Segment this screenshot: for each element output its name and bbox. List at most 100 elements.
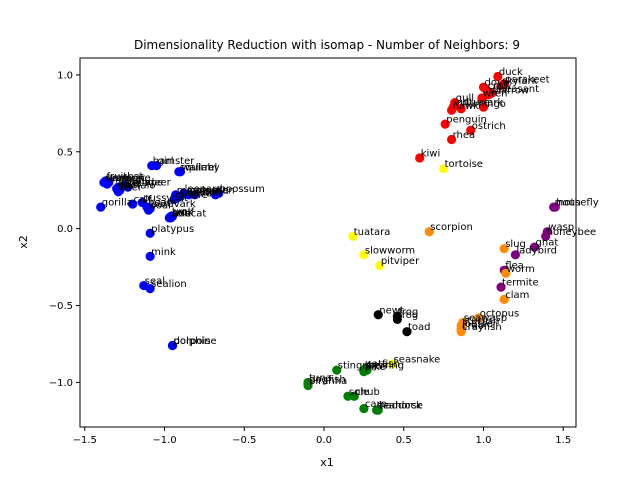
x-tick-label: −1.5	[73, 435, 97, 446]
scatter-point	[477, 93, 487, 103]
scatter-point	[478, 102, 489, 112]
point-label: wren	[483, 88, 508, 99]
x-tick-label: 1.5	[555, 435, 571, 446]
point-label: frog	[398, 307, 418, 318]
scatter-point	[447, 134, 457, 145]
scatter-point	[402, 327, 412, 337]
scatter-point	[100, 177, 111, 188]
point-label: squirrel	[180, 162, 217, 173]
scatter-point	[424, 227, 434, 237]
point-label: slowworm	[365, 245, 415, 256]
point-label: mink	[151, 247, 176, 258]
scatter-point	[179, 188, 189, 198]
scatter-point	[145, 228, 155, 238]
point-label: raccoon	[105, 173, 145, 184]
point-label: elephant	[178, 188, 222, 199]
x-axis: −1.5 −1.0 −0.5 0.0 0.5 1.0 1.5	[73, 427, 571, 446]
point-label: gorilla	[102, 198, 133, 209]
point-label: kiwi	[421, 148, 441, 159]
scatter-point	[167, 340, 178, 351]
point-label: rhea	[453, 130, 476, 141]
point-label: piranha	[309, 376, 347, 387]
point-label: flamingo	[462, 99, 506, 110]
y-axis-label: x2	[17, 235, 30, 249]
point-label: mongoose	[177, 185, 229, 196]
point-label: reindeer	[129, 178, 172, 189]
scatter-point	[474, 313, 484, 323]
x-tick-label: −0.5	[232, 435, 256, 446]
point-label: clam	[505, 290, 529, 301]
point-label: dogfish	[309, 374, 346, 385]
y-tick-label: 0.0	[57, 224, 73, 235]
point-label: sparrow	[489, 85, 529, 96]
point-label: platypus	[151, 224, 194, 235]
y-tick-label: −0.5	[49, 301, 73, 312]
point-label: lion	[217, 185, 235, 196]
point-label: herring	[368, 361, 404, 372]
point-label: tuna	[309, 373, 332, 384]
point-label: sealion	[151, 279, 187, 290]
point-label: parakeet	[505, 75, 549, 86]
point-label: seahorse	[378, 401, 423, 412]
point-label: worm	[507, 264, 535, 275]
scatter-point	[372, 405, 382, 415]
scatter-point	[143, 205, 154, 215]
point-label: aardvark	[151, 199, 196, 210]
point-label: polecat	[189, 185, 226, 196]
point-label: seal	[145, 276, 165, 287]
scatter-point	[359, 403, 369, 414]
scatter-point	[359, 367, 369, 377]
y-tick-label: −1.0	[49, 378, 73, 389]
scatter-point	[145, 251, 155, 261]
scatter-point	[145, 284, 155, 294]
point-label: stingray	[338, 361, 379, 372]
point-label: calf	[134, 195, 152, 206]
point-label: carp	[365, 399, 387, 410]
point-label: tortoise	[445, 159, 483, 170]
scatter-point	[415, 153, 425, 163]
point-label: starfish	[462, 316, 499, 327]
scatter-point	[387, 359, 398, 369]
point-label: hamster	[153, 156, 195, 167]
point-label: lynx	[172, 207, 193, 218]
point-label: flea	[505, 261, 524, 272]
scatter-point	[496, 81, 506, 91]
point-label: pony	[126, 176, 151, 187]
scatter-point	[501, 268, 511, 278]
y-tick-label: 1.0	[57, 70, 73, 81]
x-tick-label: 0.0	[316, 435, 332, 446]
point-label: chub	[355, 387, 380, 398]
point-label: oryx	[196, 185, 218, 196]
scatter-point	[456, 327, 466, 337]
scatter-point	[169, 194, 179, 205]
scatter-point	[332, 365, 342, 375]
scatter-point	[303, 379, 313, 389]
scatter-point	[137, 197, 147, 208]
point-label: sole	[349, 387, 369, 398]
point-label: lobster	[462, 319, 498, 330]
point-label: dove	[484, 78, 509, 89]
point-label: goat	[118, 179, 141, 190]
scatter-point	[349, 391, 359, 401]
scatter-point	[529, 242, 540, 252]
y-axis: −1.0 −0.5 0.0 0.5 1.0	[49, 70, 80, 389]
point-labels: duckparakeetskylarkdovecrowpheasantsparr…	[102, 67, 599, 412]
point-label: crab	[462, 321, 484, 332]
point-label: dolphin	[174, 336, 211, 347]
x-axis-label: x1	[320, 456, 334, 469]
point-label: scorpion	[430, 222, 473, 233]
point-label: pike	[365, 362, 386, 373]
point-label: duck	[499, 67, 523, 78]
scatter-point	[447, 105, 457, 115]
point-label: boar	[150, 201, 174, 212]
scatter-point	[96, 202, 106, 212]
point-label: ladybird	[516, 245, 557, 256]
point-label: gull	[456, 93, 474, 104]
point-label: fruitbat	[107, 172, 144, 183]
point-label: crayfish	[462, 322, 502, 333]
point-label: ostrich	[472, 121, 506, 132]
point-label: mole	[108, 175, 133, 186]
point-label: skylark	[502, 76, 538, 87]
